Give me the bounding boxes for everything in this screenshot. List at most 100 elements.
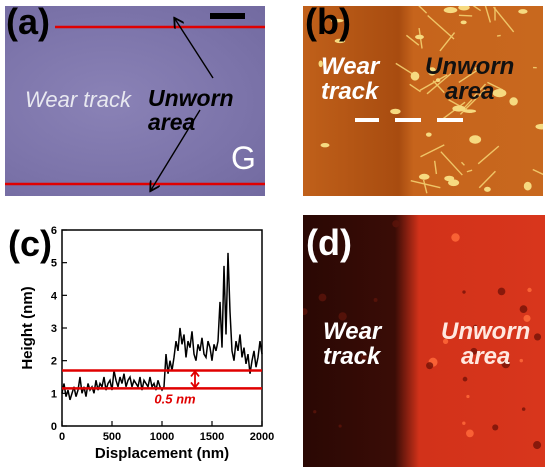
intensity-spot: [519, 305, 528, 314]
gap-arrow-head-bottom: [190, 381, 200, 389]
bright-island: [484, 186, 491, 192]
intensity-spot: [338, 312, 347, 321]
intensity-spot: [426, 362, 434, 370]
y-tick-label: 6: [51, 225, 57, 237]
grain-boundary: [409, 83, 421, 93]
intensity-spot: [318, 293, 327, 302]
intensity-spot: [492, 424, 499, 431]
intensity-spot: [501, 359, 511, 369]
grain-boundary: [496, 34, 501, 37]
intensity-spot: [470, 347, 478, 355]
intensity-spot: [473, 324, 478, 330]
intensity-spot: [313, 410, 317, 414]
x-tick-label: 500: [103, 431, 121, 443]
bright-island: [444, 175, 455, 182]
panel-label-c: (c): [8, 223, 52, 264]
panel-d-map-image: Wear track Unworn area: [303, 215, 545, 467]
bright-island: [523, 181, 532, 191]
intensity-spot: [338, 424, 342, 428]
grain-boundary: [440, 151, 463, 176]
panel-b-afm-image: Wear track Unworn area: [303, 6, 543, 196]
unworn-area-label: Unworn area: [425, 53, 515, 106]
x-tick-label: 1500: [200, 431, 224, 443]
bright-island: [463, 109, 477, 113]
sample-letter: G: [231, 140, 256, 176]
grain-boundary: [487, 81, 504, 91]
grain-boundary: [420, 144, 445, 158]
intensity-spot: [533, 333, 542, 341]
bright-island: [330, 18, 344, 23]
y-tick-label: 4: [51, 290, 58, 302]
grain-boundary: [478, 170, 496, 189]
gap-annotation: 0.5 nm: [154, 391, 196, 406]
intensity-spot: [462, 290, 466, 294]
bright-island: [425, 132, 432, 137]
intensity-spot: [303, 308, 308, 316]
gap-arrow-head-top: [190, 370, 200, 378]
bright-island: [535, 123, 543, 130]
bright-island: [518, 9, 528, 14]
panel-label-b: (b): [305, 1, 351, 42]
grain-boundary: [419, 74, 448, 92]
wear-track-label: Wear track: [323, 318, 382, 371]
grain-boundary: [458, 68, 480, 84]
intensity-spot: [466, 429, 474, 438]
bright-island: [415, 34, 424, 40]
bright-island: [469, 135, 482, 144]
wear-track-label: Wear track: [25, 87, 131, 112]
unworn-area-label: Unworn area: [441, 318, 531, 371]
grain-boundary: [466, 169, 473, 173]
intensity-spot: [519, 358, 523, 363]
bright-island: [448, 179, 460, 187]
panel-label-a: (a): [6, 1, 50, 42]
intensity-spot: [363, 330, 371, 339]
grain-boundary: [532, 168, 543, 176]
y-tick-label: 0: [51, 421, 57, 433]
y-axis-label: Height (nm): [19, 286, 36, 369]
panel-b-texture: [303, 6, 543, 196]
panel-c-height-profile: 0 500 1000 1500 2000 0 1 2 3 4 5 6 0.5 nm Displacemen…: [0, 220, 280, 472]
intensity-spot: [533, 441, 542, 450]
grain-boundary: [405, 34, 420, 46]
wear-track-label: Wear track: [321, 53, 380, 106]
grain-boundary: [458, 14, 473, 17]
bright-island: [334, 38, 346, 44]
panel-a-overlay: [5, 13, 265, 196]
arrow-up: [175, 19, 214, 79]
intensity-spot: [360, 353, 368, 361]
grain-boundary: [418, 6, 428, 14]
grain-boundary: [477, 145, 500, 165]
bright-island: [435, 78, 441, 82]
bright-island: [427, 67, 437, 76]
grain-boundary: [426, 71, 453, 95]
intensity-spot: [451, 233, 460, 242]
intensity-spot: [392, 220, 400, 228]
grain-boundary: [439, 32, 456, 52]
bright-island: [390, 108, 401, 115]
intensity-spot: [462, 376, 468, 382]
panel-a-optical-image: Wear track Unworn area G: [5, 6, 265, 196]
unworn-area-label: Unworn area: [148, 85, 234, 136]
grain-boundary: [439, 101, 466, 122]
bright-island: [458, 6, 470, 11]
grain-boundary: [432, 80, 445, 94]
intensity-spot: [442, 338, 449, 345]
bright-island: [320, 142, 330, 148]
x-axis-label: Displacement (nm): [95, 445, 229, 462]
x-tick-label: 0: [59, 431, 65, 443]
height-profile-chart: 0 500 1000 1500 2000 0 1 2 3 4 5 6 0.5 nm Displacemen…: [19, 225, 274, 462]
height-profile-line: [61, 252, 263, 401]
panel-label-d: (d): [306, 222, 352, 263]
grain-boundary: [422, 179, 428, 194]
intensity-spot: [497, 287, 506, 296]
grain-boundary: [395, 62, 413, 75]
bright-island: [443, 7, 458, 14]
grain-boundary: [493, 6, 515, 33]
grain-boundary: [410, 180, 441, 189]
bright-island: [509, 97, 518, 106]
y-tick-label: 3: [51, 323, 57, 335]
bright-island: [474, 67, 479, 71]
bright-island: [460, 20, 467, 25]
grain-boundary: [427, 14, 455, 40]
intensity-spot: [521, 407, 526, 411]
